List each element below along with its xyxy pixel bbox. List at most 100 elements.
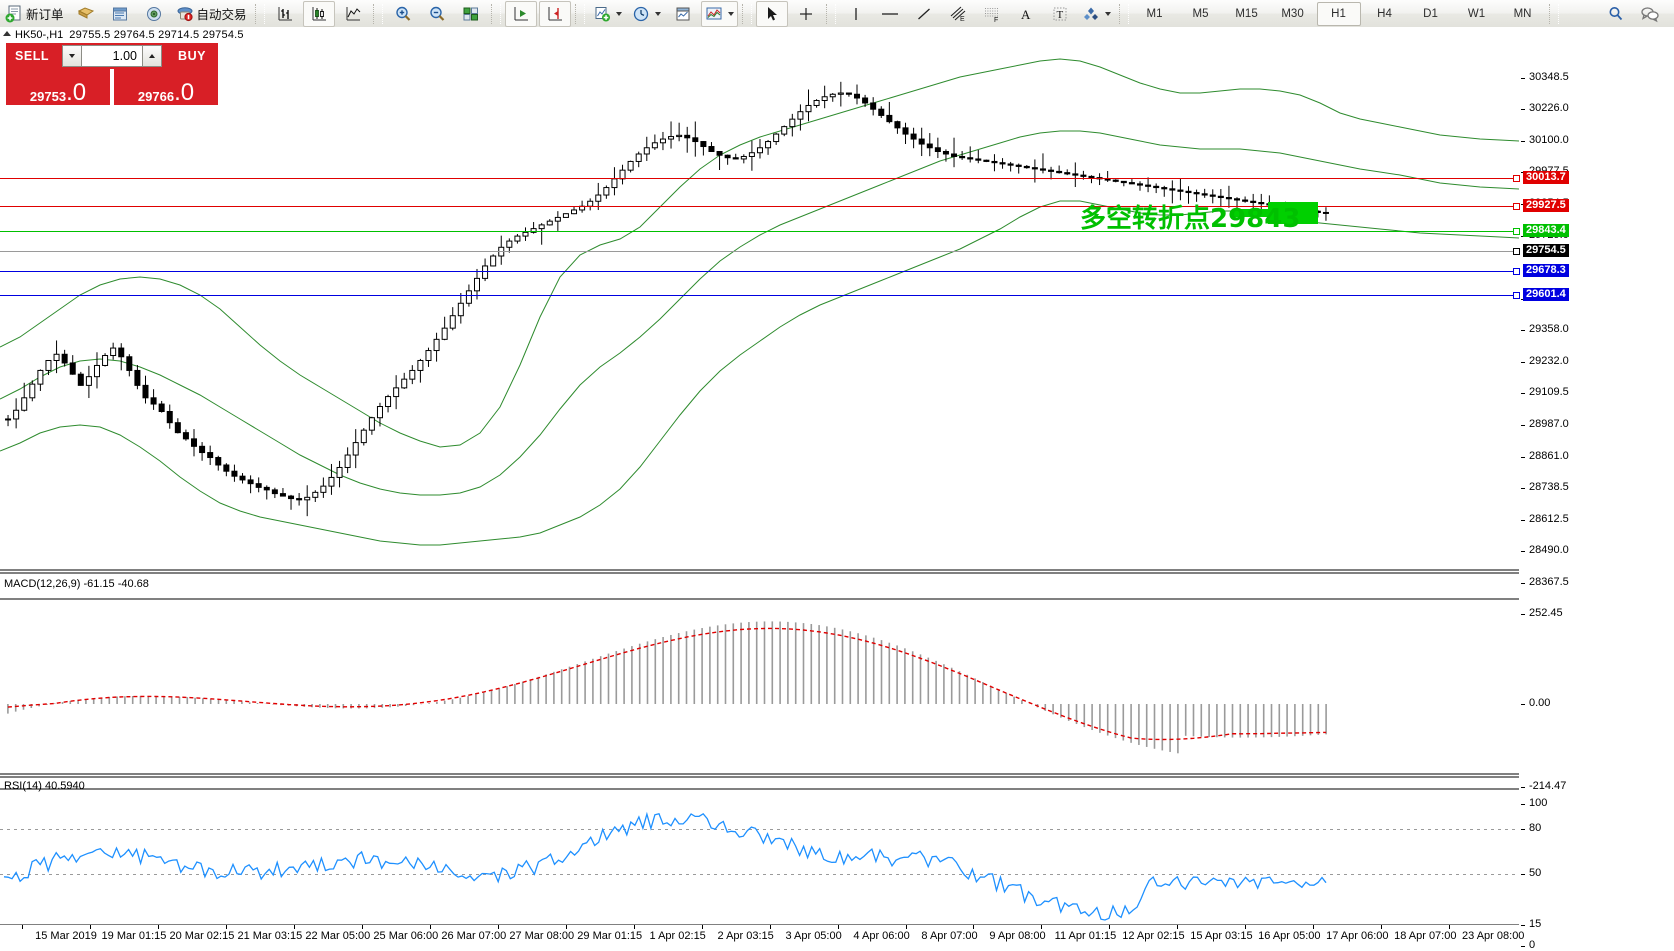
bar-chart-button[interactable] bbox=[269, 1, 301, 27]
templates-button[interactable] bbox=[667, 1, 699, 27]
crosshair-tool[interactable] bbox=[790, 1, 822, 27]
chevron-down-icon[interactable] bbox=[615, 11, 622, 16]
cursor-tool[interactable] bbox=[755, 0, 788, 27]
chart-style-icon bbox=[706, 7, 722, 19]
time-scale-label: 17 Apr 06:00 bbox=[1326, 930, 1389, 942]
new-order-button[interactable]: 新订单 bbox=[1, 1, 68, 27]
price-level-handle[interactable] bbox=[1513, 203, 1520, 210]
chart-window[interactable]: HK50-,H1 29755.5 29764.5 29714.5 29754.5 bbox=[0, 27, 1674, 951]
price-level-tag[interactable]: 29927.5 bbox=[1523, 199, 1569, 212]
time-scale-label: 26 Mar 07:00 bbox=[441, 930, 507, 942]
price-scale-label: 30348.5 bbox=[1529, 71, 1569, 83]
text-tool[interactable]: A bbox=[1010, 1, 1042, 27]
auto-scroll-button[interactable] bbox=[504, 0, 537, 27]
clock-icon bbox=[633, 6, 648, 21]
price-level-handle[interactable] bbox=[1513, 268, 1520, 275]
candle-body bbox=[490, 255, 497, 267]
timeframe-m15[interactable]: M15 bbox=[1235, 7, 1258, 20]
price-level-tag[interactable]: 29754.5 bbox=[1523, 244, 1569, 257]
volume-input[interactable]: 1.00 bbox=[82, 45, 142, 67]
buy-button[interactable]: BUY bbox=[166, 43, 218, 69]
timeframe-d1[interactable]: D1 bbox=[1423, 7, 1438, 20]
chevron-down-icon[interactable] bbox=[1104, 11, 1111, 16]
toolbar-separator bbox=[741, 3, 752, 24]
price-level-tag[interactable]: 29843.4 bbox=[1523, 224, 1569, 237]
timeframe-m1[interactable]: M1 bbox=[1146, 7, 1163, 20]
price-level-handle[interactable] bbox=[1513, 228, 1520, 235]
chart-annotation-text[interactable]: 多空转折点29843 bbox=[1080, 204, 1301, 234]
timeframe-m5[interactable]: M5 bbox=[1192, 7, 1209, 20]
trendline-tool[interactable] bbox=[908, 1, 940, 27]
price-level-handle[interactable] bbox=[1513, 248, 1520, 255]
chart-shift-button[interactable] bbox=[538, 0, 571, 27]
toolbar-separator bbox=[825, 3, 836, 24]
navigator-button[interactable] bbox=[138, 1, 170, 27]
time-scale-label: 29 Mar 01:15 bbox=[577, 930, 643, 942]
tile-windows-button[interactable] bbox=[455, 1, 487, 27]
candle-body bbox=[279, 493, 286, 497]
candle-body bbox=[805, 104, 812, 113]
volume-stepper[interactable]: 1.00 bbox=[58, 43, 166, 69]
price-level-tag[interactable]: 29678.3 bbox=[1523, 264, 1569, 277]
collapse-triangle-icon[interactable] bbox=[3, 31, 11, 36]
vertical-line-tool[interactable] bbox=[840, 1, 872, 27]
price-level-handle[interactable] bbox=[1513, 292, 1520, 299]
expert-advisors-button[interactable] bbox=[70, 1, 102, 27]
zoom-in-button[interactable] bbox=[387, 1, 419, 27]
chart-symbol-header: HK50-,H1 29755.5 29764.5 29714.5 29754.5 bbox=[3, 29, 244, 41]
time-scale-label: 9 Apr 08:00 bbox=[989, 930, 1046, 942]
chevron-down-icon[interactable] bbox=[654, 11, 661, 16]
autotrading-button[interactable]: 自动交易 bbox=[172, 1, 251, 27]
time-scale-tick bbox=[1313, 925, 1315, 929]
volume-decrease-button[interactable] bbox=[62, 45, 82, 67]
time-scale-label: 27 Mar 08:00 bbox=[509, 930, 575, 942]
one-click-trading-panel[interactable]: SELL 1.00 BUY 29753.0 29766.0 bbox=[6, 43, 218, 105]
timeframe-h1[interactable]: H1 bbox=[1316, 1, 1361, 26]
candle-body bbox=[352, 442, 359, 456]
timeframe-h4[interactable]: H4 bbox=[1377, 7, 1392, 20]
candle-body bbox=[385, 396, 392, 408]
time-scale[interactable]: 15 Mar 2019 19 Mar 01:15 20 Mar 02:15 21 Ma… bbox=[0, 925, 1524, 950]
candle-body bbox=[45, 359, 52, 371]
fibonacci-tool[interactable]: F bbox=[976, 1, 1008, 27]
line-chart-button[interactable] bbox=[337, 1, 369, 27]
timeframe-w1[interactable]: W1 bbox=[1467, 7, 1486, 20]
candle-body bbox=[789, 118, 796, 128]
candle-body bbox=[465, 290, 472, 304]
sell-button[interactable]: SELL bbox=[6, 43, 58, 69]
price-level-tag[interactable]: 30013.7 bbox=[1523, 171, 1569, 184]
buy-price-display[interactable]: 29766.0 bbox=[114, 69, 218, 105]
zoom-out-button[interactable] bbox=[421, 1, 453, 27]
candle-body bbox=[853, 93, 861, 99]
candle-body bbox=[441, 327, 448, 340]
candlestick-chart-button[interactable] bbox=[302, 0, 335, 27]
equidistant-channel-tool[interactable]: E bbox=[942, 1, 974, 27]
periods-button[interactable] bbox=[628, 1, 665, 27]
tile-windows-icon bbox=[463, 7, 478, 20]
sell-price-display[interactable]: 29753.0 bbox=[6, 69, 110, 105]
price-scale-label: 252.45 bbox=[1529, 607, 1563, 619]
candle-body bbox=[61, 353, 68, 364]
candle-body bbox=[150, 397, 157, 405]
text-label-tool[interactable]: T bbox=[1044, 1, 1076, 27]
buy-price-minor: .0 bbox=[174, 78, 195, 106]
candle-body bbox=[765, 141, 772, 149]
price-level-handle[interactable] bbox=[1513, 175, 1520, 182]
chat-button[interactable] bbox=[1634, 1, 1666, 27]
chevron-down-icon[interactable] bbox=[727, 11, 734, 16]
price-scale-label: 30226.0 bbox=[1529, 102, 1569, 114]
chart-canvas[interactable] bbox=[0, 27, 1519, 950]
volume-increase-button[interactable] bbox=[142, 45, 162, 67]
market-watch-button[interactable] bbox=[104, 1, 136, 27]
autotrading-label: 自动交易 bbox=[196, 8, 247, 22]
horizontal-line-tool[interactable] bbox=[874, 1, 906, 27]
timeframe-m30[interactable]: M30 bbox=[1281, 7, 1304, 20]
search-button[interactable] bbox=[1600, 1, 1632, 27]
indicators-button[interactable] bbox=[589, 1, 626, 27]
shapes-tool[interactable] bbox=[1078, 1, 1115, 27]
price-scale[interactable]: 30348.530226.030100.029977.529854.529729… bbox=[1513, 27, 1674, 951]
chart-style-button[interactable] bbox=[700, 0, 738, 27]
time-scale-label: 18 Apr 07:00 bbox=[1394, 930, 1457, 942]
timeframe-mn[interactable]: MN bbox=[1513, 7, 1532, 20]
price-level-tag[interactable]: 29601.4 bbox=[1523, 288, 1569, 301]
